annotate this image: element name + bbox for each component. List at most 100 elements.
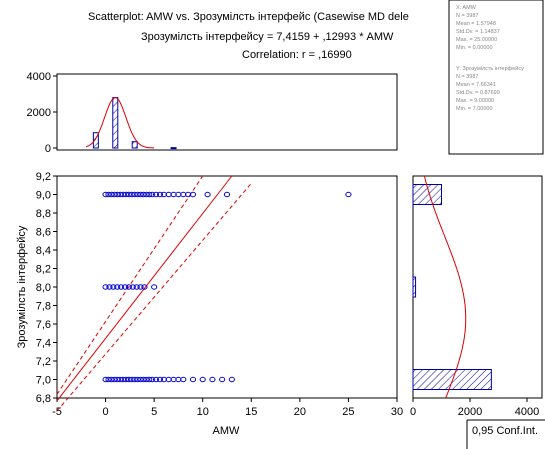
scatter-point [125, 284, 132, 290]
scatter-point [114, 191, 121, 198]
scatter-point [345, 191, 352, 198]
scatter-point [137, 191, 144, 198]
scatter-point [122, 376, 130, 383]
scatter-point [108, 376, 115, 383]
title-line-2: Зрозумілсть інтерфейсу = 7,4159 + ,12993… [141, 31, 394, 43]
right-x-tick-label: 4000 [515, 406, 539, 418]
x-tick-label: 20 [294, 406, 306, 418]
stats-x-line: Max. = 25.00000 [456, 37, 497, 43]
x-tick-label: 5 [151, 406, 157, 418]
stats-y-line: Mean = 7.66341 [456, 82, 496, 88]
stats-x-line: Mean = 1.57948 [456, 21, 496, 27]
x-tick-label: 10 [197, 406, 209, 418]
stats-y-line: Min. = 7.00000 [456, 106, 493, 112]
ci-upper-line [56, 175, 204, 395]
scatter-point [121, 284, 129, 290]
y-axis-label: Зрозумілсть інтерфейсу [16, 225, 28, 348]
stats-x-line: N = 3987 [456, 13, 478, 19]
scatter-point [133, 284, 140, 290]
scatter-point [134, 191, 141, 198]
scatter-point [152, 376, 160, 383]
title-line-1: Scatterplot: AMW vs. Зрозумілсть інтерфе… [88, 11, 409, 23]
scatter-point [125, 376, 132, 383]
scatter-point [106, 284, 113, 290]
top-histogram-bar [92, 132, 99, 149]
y-tick-label: 7,8 [36, 301, 51, 313]
y-tick-label: 6,8 [36, 393, 51, 405]
right-normal-curve [423, 175, 467, 399]
scatter-point [137, 284, 144, 290]
scatter-point [209, 376, 216, 383]
scatter-point [105, 191, 112, 198]
stats-y-line: Y: Зрозумілсть інтерфейсу [456, 65, 524, 72]
x-tick-label: 0 [103, 406, 109, 418]
scatter-point [223, 191, 231, 198]
y-tick-label: 7,2 [36, 356, 51, 368]
scatter-point [110, 284, 117, 290]
x-tick-label: 25 [342, 406, 354, 418]
x-tick-label: 30 [391, 406, 403, 418]
scatter-point [156, 376, 164, 383]
scatter-point [119, 191, 127, 198]
right-x-tick-label: 0 [410, 406, 416, 418]
scatter-point [114, 376, 121, 383]
scatter-point [151, 284, 158, 290]
scatter-point [152, 191, 160, 198]
top-normal-curve [85, 97, 155, 149]
y-tick-label: 8,4 [36, 245, 51, 257]
stats-x-line: Min. = 0.00000 [456, 45, 493, 51]
scatter-point [143, 191, 150, 198]
title-line-3: Correlation: r = ,16990 [242, 49, 352, 61]
y-tick-label: 9,0 [36, 190, 51, 202]
scatter-point [102, 191, 109, 198]
y-tick-label: 7,4 [36, 338, 51, 350]
scatter-point [219, 376, 226, 383]
scatter-panel: 6,87,07,27,47,67,88,08,28,48,68,89,09,2 … [16, 171, 403, 437]
stats-x-line: Std.Dv. = 1.14837 [456, 29, 500, 35]
scatter-point [189, 376, 197, 383]
scatter-frame [56, 175, 398, 399]
scatter-point [128, 376, 135, 383]
scatter-point [141, 284, 148, 290]
top-y-tick-label: 0 [45, 143, 51, 155]
scatter-point [131, 191, 138, 198]
scatter-point [149, 376, 156, 383]
y-tick-label: 8,6 [36, 227, 51, 239]
scatter-point [149, 191, 156, 198]
stats-y-line: Max. = 9.00000 [456, 98, 494, 104]
scatter-point [146, 376, 153, 383]
x-tick-label: 15 [245, 406, 257, 418]
scatter-point [204, 191, 211, 198]
scatter-point [111, 376, 118, 383]
scatter-point [156, 191, 164, 198]
y-tick-label: 8,8 [36, 208, 51, 220]
scatter-point [180, 376, 187, 383]
stats-y-line: Std.Dv. = 0.87699 [456, 90, 500, 96]
y-tick-label: 7,6 [36, 319, 51, 331]
scatter-point [131, 376, 138, 383]
scatter-point [102, 376, 109, 383]
right-histogram-bar [412, 276, 417, 298]
x-axis-label: AMW [213, 425, 241, 437]
y-tick-label: 7,0 [36, 375, 51, 387]
stats-y-line: N = 3987 [456, 74, 478, 80]
scatter-point [228, 376, 235, 383]
scatter-point [117, 376, 124, 383]
scatter-point [102, 284, 109, 290]
right-histogram-bar [412, 369, 492, 390]
top-histogram-panel: 0 2000 4000 [27, 71, 398, 155]
right-histogram-bar [412, 184, 442, 205]
scatter-point [118, 284, 125, 290]
scatter-point [146, 191, 153, 198]
scatter-point [128, 191, 135, 198]
scatter-point [137, 376, 144, 383]
top-histogram-bar [170, 147, 177, 150]
right-histogram-panel: 0 2000 4000 [410, 175, 543, 418]
y-tick-label: 8,0 [36, 282, 51, 294]
scatter-point [134, 376, 141, 383]
scatter-point [111, 191, 118, 198]
ci-lower-line [56, 183, 252, 412]
scatter-point [122, 191, 130, 198]
